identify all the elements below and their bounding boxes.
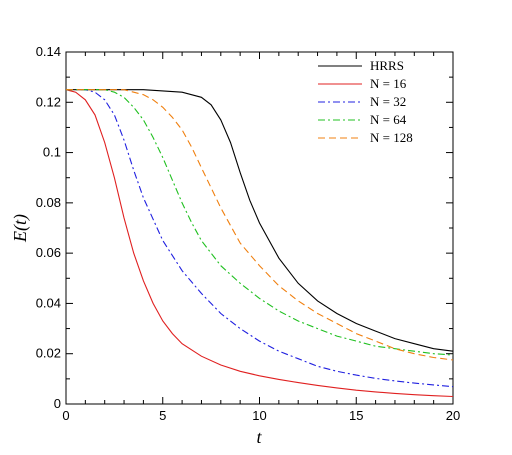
y-tick-label: 0.08 bbox=[36, 195, 61, 210]
y-tick-label: 0.12 bbox=[36, 94, 61, 109]
y-tick-label: 0.06 bbox=[36, 245, 61, 260]
y-tick-label: 0.02 bbox=[36, 346, 61, 361]
series-line-1 bbox=[66, 89, 454, 352]
legend-label-4: N = 64 bbox=[370, 112, 407, 127]
legend: HRRS N = 16 N = 32 N = 64 N = 128 bbox=[318, 58, 413, 145]
series-line-3 bbox=[66, 89, 454, 388]
legend-label-1: HRRS bbox=[370, 58, 404, 73]
legend-label-3: N = 32 bbox=[370, 94, 406, 109]
legend-label-2: N = 16 bbox=[370, 76, 407, 91]
y-tick-label: 0.1 bbox=[43, 145, 61, 160]
y-axis-label: E(t) bbox=[10, 214, 31, 243]
series-line-5 bbox=[66, 89, 454, 361]
series-line-4 bbox=[66, 89, 454, 356]
y-tick-label: 0 bbox=[54, 396, 61, 411]
x-tick-label: 10 bbox=[252, 408, 266, 423]
x-axis-label: t bbox=[256, 427, 262, 447]
series-line-2 bbox=[65, 89, 454, 398]
legend-label-5: N = 128 bbox=[370, 130, 413, 145]
y-tick-label: 0.04 bbox=[36, 295, 61, 310]
x-tick-label: 0 bbox=[62, 408, 69, 423]
x-tick-label: 20 bbox=[446, 408, 460, 423]
x-tick-label: 5 bbox=[159, 408, 166, 423]
y-tick-label: 0.14 bbox=[36, 44, 61, 59]
x-tick-label: 15 bbox=[349, 408, 363, 423]
plot-area: 0 5 10 15 20 0 0.02 0.04 0.06 0.08 0.1 0.12 0.14 bbox=[36, 44, 461, 423]
